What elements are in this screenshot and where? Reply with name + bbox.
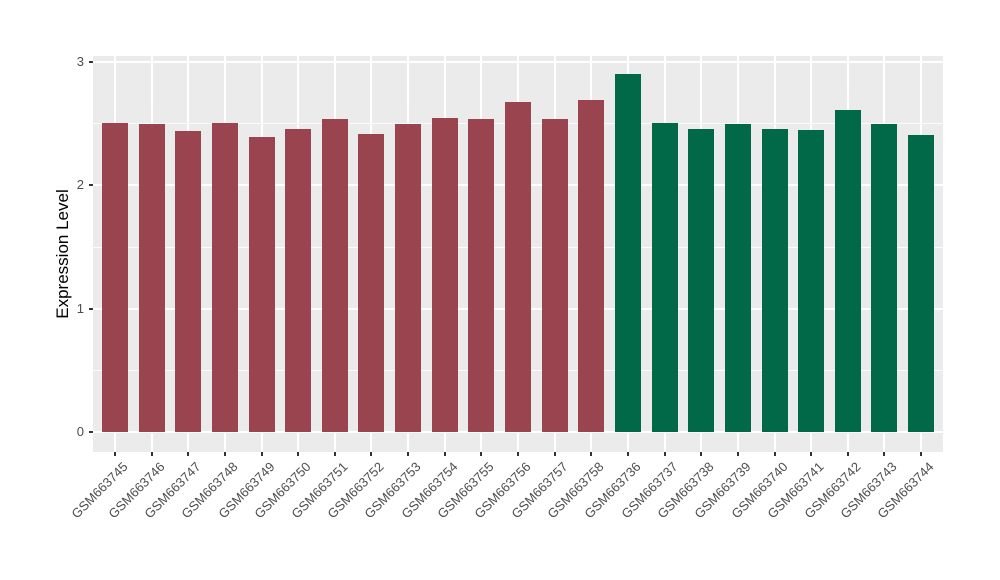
x-tick-mark [407,452,410,456]
bar-GSM663754 [431,117,458,432]
y-tick-label: 3 [76,54,84,70]
y-tick-label: 1 [76,300,84,316]
bar-GSM663742 [834,110,861,432]
bar-GSM663739 [724,123,751,432]
x-tick-mark [663,452,666,456]
x-tick-mark [114,452,116,456]
plot-panel [93,56,943,452]
bar-GSM663741 [798,129,825,432]
bar-GSM663747 [175,131,202,432]
bar-GSM663757 [541,118,568,432]
x-tick-mark [517,452,520,456]
x-tick-mark [626,452,629,456]
x-tick-mark [773,452,776,456]
x-tick-mark [920,452,923,456]
bar-GSM663756 [505,101,532,432]
x-tick-mark [700,452,703,456]
x-tick-mark [223,452,226,456]
x-tick-mark [297,452,300,456]
x-tick-mark [553,452,556,456]
bar-GSM663752 [358,133,385,432]
bar-GSM663746 [138,123,165,432]
x-tick-mark [443,452,446,456]
x-tick-mark [480,452,483,456]
x-tick-mark [810,452,813,456]
x-tick-mark [187,452,190,456]
y-axis-title: Expression Level [53,189,72,319]
bar-GSM663749 [248,137,275,432]
x-tick-mark [883,452,886,456]
bar-GSM663740 [761,128,788,432]
bar-GSM663750 [285,128,312,432]
x-tick-mark [370,452,373,456]
bar-GSM663743 [871,123,898,432]
x-tick-mark [846,452,849,456]
x-tick-mark [736,452,739,456]
bar-GSM663744 [908,134,935,432]
bar-GSM663758 [578,100,605,432]
bar-GSM663748 [211,122,238,432]
bar-GSM663745 [102,122,128,432]
x-tick-mark [333,452,336,456]
bar-GSM663751 [321,118,348,432]
y-tick-mark [89,61,93,64]
bar-GSM663755 [468,118,495,432]
bar-GSM663736 [614,74,641,432]
y-tick-mark [89,431,93,433]
x-tick-mark [150,452,153,456]
bar-GSM663737 [651,122,678,432]
x-tick-mark [260,452,263,456]
y-tick-label: 2 [76,177,84,193]
x-tick-mark [590,452,593,456]
bar-GSM663738 [688,128,715,432]
y-tick-mark [89,307,93,310]
y-tick-mark [89,184,93,187]
bar-GSM663753 [395,123,422,432]
y-tick-label: 0 [76,424,84,439]
